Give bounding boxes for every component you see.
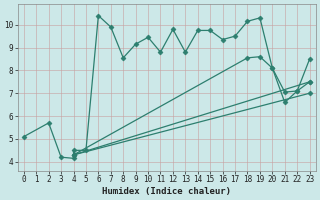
X-axis label: Humidex (Indice chaleur): Humidex (Indice chaleur): [102, 187, 231, 196]
